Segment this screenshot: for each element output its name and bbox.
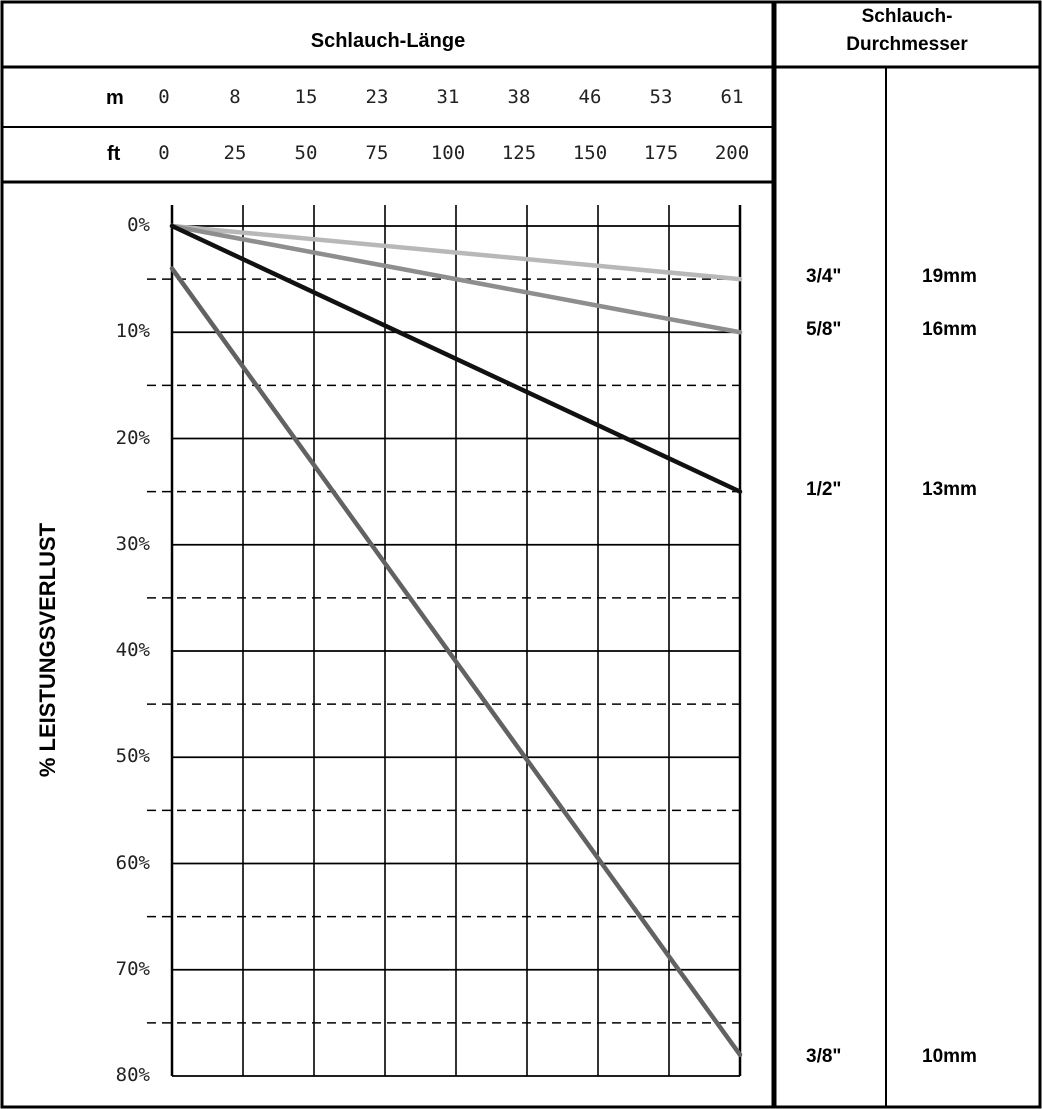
- y-tick-label: 0%: [127, 214, 150, 236]
- feet-tick-label: 0: [158, 142, 170, 164]
- y-tick-label: 40%: [115, 639, 150, 661]
- y-tick-label: 10%: [115, 320, 150, 343]
- meter-tick-label: 0: [158, 86, 170, 108]
- y-tick-label: 20%: [115, 426, 150, 449]
- meter-tick-label: 61: [720, 86, 744, 108]
- y-tick-label: 50%: [115, 745, 150, 768]
- feet-tick-label: 125: [501, 142, 537, 164]
- meter-tick-label: 23: [365, 86, 389, 108]
- diameter-inch-label: 3/4": [806, 266, 842, 288]
- feet-tick-label: 100: [430, 142, 466, 164]
- series-line-2: [169, 223, 743, 335]
- diameter-inch-label: 1/2": [806, 478, 842, 500]
- y-tick-label: 70%: [115, 957, 150, 980]
- grid-lines: [147, 205, 742, 1077]
- length-title: Schlauch-Länge: [310, 30, 466, 52]
- meter-tick-label: 53: [649, 86, 673, 108]
- meter-tick-label: 8: [229, 86, 241, 108]
- feet-tick-label: 150: [572, 142, 608, 164]
- meter-tick-label: 38: [507, 86, 531, 108]
- series-layer: [169, 223, 743, 1057]
- meter-unit-label: m: [106, 87, 124, 109]
- feet-tick-label: 50: [294, 142, 318, 164]
- y-tick-label: 80%: [115, 1064, 150, 1086]
- diameter-mm-label: 10mm: [922, 1045, 977, 1067]
- feet-tick-label: 25: [223, 142, 247, 164]
- diameter-inch-label: 3/8": [806, 1045, 842, 1067]
- y-tick-label: 60%: [115, 851, 150, 874]
- y-tick-label: 30%: [115, 532, 150, 555]
- diameter-mm-label: 19mm: [922, 266, 977, 288]
- diameter-mm-label: 16mm: [922, 319, 977, 341]
- feet-unit-label: ft: [107, 143, 121, 165]
- meter-tick-label: 15: [294, 86, 318, 108]
- meter-tick-label: 46: [578, 86, 602, 108]
- meter-tick-label: 31: [436, 86, 460, 108]
- series-line-3: [169, 223, 743, 494]
- feet-tick-label: 75: [365, 142, 389, 164]
- diameter-mm-label: 13mm: [922, 478, 977, 500]
- series-line-4: [169, 266, 743, 1057]
- diameter-title-line1: Schlauch-: [861, 6, 953, 27]
- feet-tick-label: 200: [714, 142, 750, 164]
- y-axis-label: % LEISTUNGSVERLUST: [35, 522, 60, 778]
- diameter-inch-label: 5/8": [806, 319, 842, 341]
- series-line-1: [169, 223, 743, 282]
- diameter-title-line2: Durchmesser: [846, 34, 968, 55]
- feet-tick-label: 175: [643, 142, 679, 164]
